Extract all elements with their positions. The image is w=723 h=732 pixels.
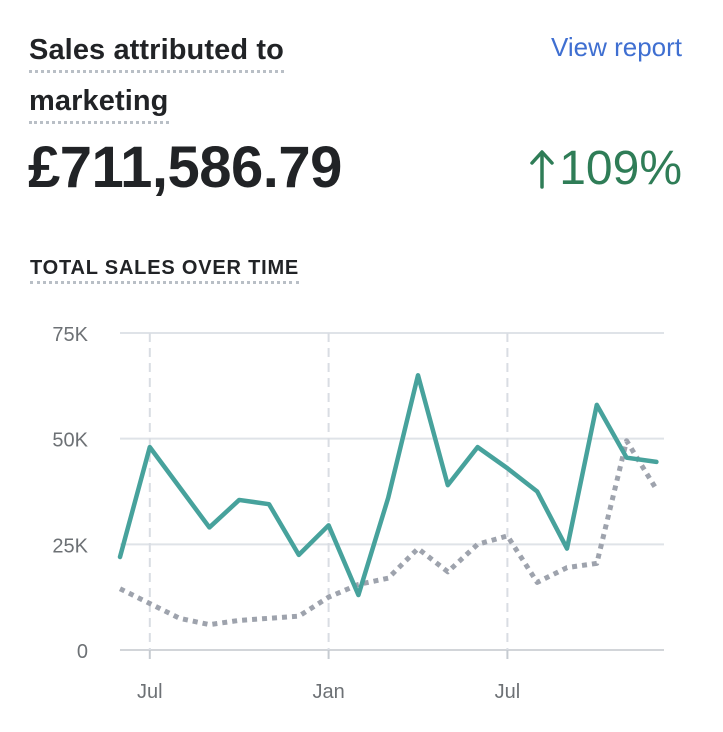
x-tick-label: Jul [137,681,163,703]
change-badge: 109% [527,139,682,199]
x-tick-label: Jan [312,681,344,703]
y-tick-label: 75K [52,324,88,346]
change-percentage: 109% [559,142,682,195]
y-tick-label: 50K [52,430,88,452]
y-axis-labels: 75K 50K 25K 0 [52,324,88,663]
series-layer [117,373,659,628]
chart-title[interactable]: TOTAL SALES OVER TIME [30,255,300,284]
view-report-link[interactable]: View report [550,32,682,62]
horizontal-gridlines [120,332,664,651]
y-tick-label: 25K [52,535,88,557]
series-line-current [117,373,659,598]
series-line-comparison [118,438,659,628]
sales-line-chart: 75K 50K 25K 0 Jul Jan Jul [52,324,664,703]
card-title[interactable]: Sales attributed to marketing [29,26,359,128]
x-tick-label: Jul [495,681,521,703]
x-axis-labels: Jul Jan Jul [137,681,520,703]
vertical-gridlines [148,333,509,659]
y-tick-label: 0 [77,641,88,663]
arrow-up-icon [530,150,554,189]
card-title-line-2: marketing [29,81,169,124]
total-sales-value: £711,586.79 [28,135,342,200]
card-title-line-1: Sales attributed to [29,30,284,73]
